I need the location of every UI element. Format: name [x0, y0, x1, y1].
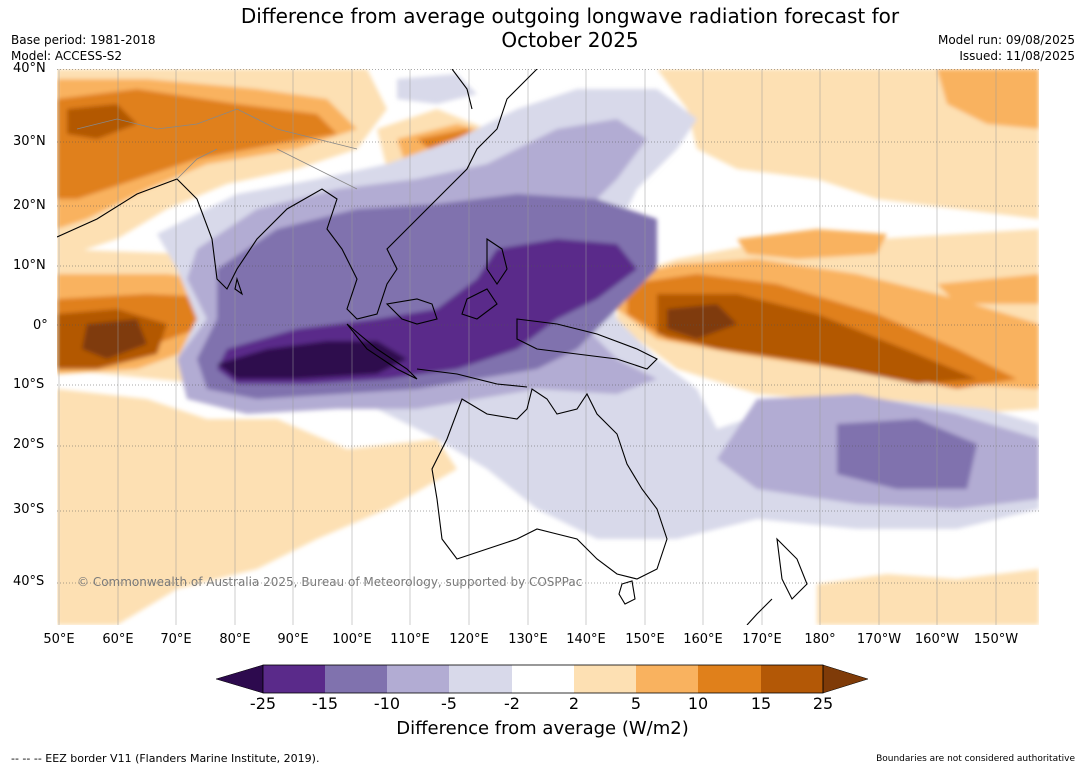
colorbar-swatch — [636, 665, 698, 693]
base-period: Base period: 1981-2018 — [11, 33, 156, 47]
model-run-date: Model run: 09/08/2025 — [937, 33, 1075, 47]
lat-label: 0° — [33, 318, 48, 333]
lon-label: 60°E — [102, 632, 134, 647]
colorbar-swatch — [822, 664, 868, 694]
colorbar-tick: 2 — [568, 694, 580, 713]
colorbar-tick: 10 — [687, 694, 709, 713]
run-info: Model run: 09/08/2025 Issued: 11/08/2025 — [938, 32, 1075, 64]
lon-label: 90°E — [277, 632, 309, 647]
lon-label: 100°E — [332, 632, 372, 647]
colorbar-swatch — [449, 665, 512, 693]
colorbar-tick: -25 — [249, 694, 277, 713]
boundary-disclaimer: Boundaries are not considered authoritat… — [876, 754, 1075, 764]
lon-label: 130°E — [508, 632, 548, 647]
lat-label: 20°N — [13, 198, 46, 213]
copyright-notice: © Commonwealth of Australia 2025, Bureau… — [77, 575, 583, 589]
lon-label: 70°E — [160, 632, 192, 647]
lon-label: 170°E — [742, 632, 782, 647]
lon-label: 170°W — [856, 632, 902, 647]
title-line-1: Difference from average outgoing longwav… — [240, 4, 900, 28]
issued-date: Issued: 11/08/2025 — [959, 49, 1075, 63]
colorbar-swatch — [216, 664, 264, 694]
colorbar-tick: -15 — [311, 694, 339, 713]
lon-label: 150°W — [973, 632, 1019, 647]
model-info: Base period: 1981-2018 Model: ACCESS-S2 — [11, 32, 156, 64]
borders — [76, 108, 358, 190]
colorbar-tick: -5 — [441, 694, 457, 713]
map-canvas — [57, 69, 1039, 625]
olr-anomaly-map — [57, 69, 1039, 625]
colorbar-tick: -2 — [504, 694, 520, 713]
colorbar-tick: 5 — [630, 694, 642, 713]
lat-label: 10°N — [13, 258, 46, 273]
model-name: Model: ACCESS-S2 — [11, 49, 123, 63]
lon-label: 160°W — [914, 632, 960, 647]
colorbar-swatch — [512, 665, 574, 693]
colorbar — [216, 664, 868, 694]
meridians — [58, 69, 997, 625]
colorbar-swatch — [325, 665, 387, 693]
colorbar-tick: 15 — [750, 694, 772, 713]
lat-label: 10°S — [13, 377, 45, 392]
lon-label: 140°E — [566, 632, 606, 647]
lon-label: 180° — [804, 632, 836, 647]
colorbar-label: Difference from average (W/m2) — [396, 718, 689, 739]
eez-border-note: -- -- -- EEZ border V11 (Flanders Marine… — [11, 752, 320, 765]
colorbar-swatch — [387, 665, 449, 693]
colorbar-tick: 25 — [812, 694, 834, 713]
colorbar-swatch — [574, 665, 636, 693]
lat-label: 40°N — [13, 61, 46, 76]
lon-label: 120°E — [449, 632, 489, 647]
colorbar-swatch — [761, 665, 823, 693]
lon-label: 50°E — [43, 632, 75, 647]
lat-label: 30°S — [13, 502, 45, 517]
lon-label: 160°E — [683, 632, 723, 647]
lon-label: 80°E — [219, 632, 251, 647]
lat-label: 40°S — [13, 574, 45, 589]
anomaly-field — [57, 69, 1039, 625]
coastlines — [57, 69, 808, 625]
lat-label: 20°S — [13, 437, 45, 452]
map-title: Difference from average outgoing longwav… — [170, 4, 970, 52]
colorbar-swatch — [263, 665, 325, 693]
lon-label: 110°E — [390, 632, 430, 647]
lat-label: 30°N — [13, 134, 46, 149]
lon-label: 150°E — [625, 632, 665, 647]
title-line-2: October 2025 — [501, 28, 639, 52]
colorbar-swatch — [698, 665, 761, 693]
colorbar-tick: -10 — [373, 694, 401, 713]
